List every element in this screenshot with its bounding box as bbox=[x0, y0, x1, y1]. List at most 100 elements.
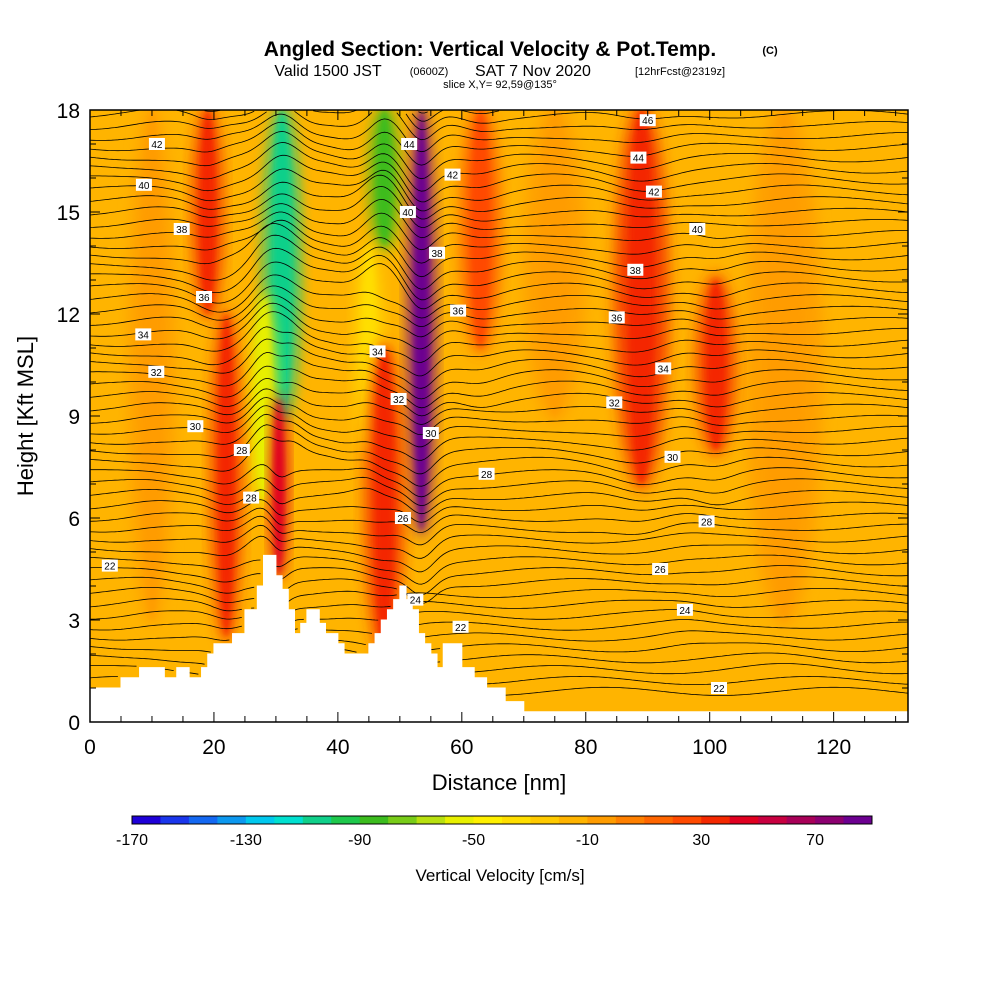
colorbar-swatch bbox=[615, 816, 645, 824]
svg-text:44: 44 bbox=[404, 140, 416, 151]
svg-text:22: 22 bbox=[104, 562, 116, 573]
colorbar-swatch bbox=[132, 816, 161, 824]
isentrope-labels: 46 44 44 42 42 42 40 40 40 38 38 38 36 36 36 34 34 34 32 32… bbox=[101, 114, 727, 695]
isentrope-line bbox=[90, 247, 908, 301]
isentrope-line bbox=[90, 352, 908, 400]
colorbar-tick-label: 70 bbox=[806, 832, 824, 849]
isentrope-line bbox=[90, 507, 908, 534]
isentrope-label: 28 bbox=[698, 515, 715, 528]
svg-text:28: 28 bbox=[701, 517, 713, 528]
isentrope-line bbox=[90, 302, 908, 350]
valid-time-zulu: (0600Z) bbox=[410, 66, 449, 78]
isentrope-line bbox=[90, 274, 908, 319]
isentrope-line bbox=[90, 630, 908, 645]
isentrope-line bbox=[90, 219, 908, 264]
svg-text:24: 24 bbox=[410, 596, 422, 607]
colorbar-swatch bbox=[758, 816, 788, 824]
svg-text:44: 44 bbox=[633, 154, 645, 165]
chart-title: Angled Section: Vertical Velocity & Pot.… bbox=[264, 38, 716, 61]
isentrope-line bbox=[90, 185, 908, 228]
plot-area: 46 44 44 42 42 42 40 40 40 38 38 38 36 36 36 34 34 34 32 32… bbox=[90, 110, 908, 722]
isentrope-label: 22 bbox=[710, 682, 727, 695]
isentrope-label: 26 bbox=[394, 512, 411, 525]
svg-text:38: 38 bbox=[176, 225, 188, 236]
isentrope-label: 28 bbox=[243, 491, 260, 505]
svg-text:28: 28 bbox=[236, 446, 248, 457]
isentrope-label: 28 bbox=[233, 444, 250, 457]
isentrope-label: 26 bbox=[652, 563, 669, 576]
isentrope-label: 32 bbox=[390, 393, 407, 406]
colorbar-swatch bbox=[359, 816, 389, 824]
isentrope-lines bbox=[90, 110, 908, 696]
isentrope-line bbox=[90, 110, 908, 141]
isentrope-label: 36 bbox=[450, 304, 467, 318]
colorbar-swatch bbox=[217, 816, 247, 824]
isentrope-line bbox=[90, 524, 908, 559]
isentrope-line bbox=[90, 377, 908, 417]
isentrope-label: 24 bbox=[676, 603, 693, 617]
x-tick-label: 100 bbox=[692, 736, 727, 759]
colorbar-frame bbox=[131, 815, 873, 825]
isentrope-line bbox=[90, 642, 908, 653]
isentrope-line bbox=[90, 388, 908, 425]
isentrope-label: 36 bbox=[608, 311, 625, 324]
svg-text:38: 38 bbox=[431, 249, 443, 260]
y-tick-label: 6 bbox=[68, 508, 80, 531]
isentrope-line bbox=[90, 535, 908, 573]
isentrope-line bbox=[90, 211, 908, 251]
colorbar-swatch bbox=[672, 816, 702, 824]
isentrope-label: 28 bbox=[478, 467, 495, 481]
svg-text:42: 42 bbox=[648, 188, 660, 199]
isentrope-line bbox=[90, 587, 908, 604]
colorbar-swatch bbox=[729, 816, 759, 824]
isentrope-line bbox=[90, 576, 908, 604]
svg-text:28: 28 bbox=[481, 470, 493, 481]
isentrope-label: 30 bbox=[422, 427, 439, 440]
svg-text:28: 28 bbox=[246, 494, 258, 505]
valid-date: SAT 7 Nov 2020 bbox=[475, 63, 591, 80]
updraft-core bbox=[414, 110, 429, 532]
svg-text:32: 32 bbox=[609, 398, 621, 409]
isentrope-label: 36 bbox=[196, 291, 213, 304]
isentrope-label: 40 bbox=[135, 178, 152, 192]
svg-text:34: 34 bbox=[372, 347, 384, 358]
updraft-core bbox=[200, 110, 216, 314]
colorbar-swatch bbox=[473, 816, 503, 824]
colorbar-tick-label: 30 bbox=[692, 832, 710, 849]
y-tick-label: 18 bbox=[57, 100, 80, 123]
isentrope-line bbox=[90, 499, 908, 523]
isentrope-line bbox=[90, 619, 908, 634]
svg-text:36: 36 bbox=[611, 313, 623, 324]
svg-text:38: 38 bbox=[630, 266, 642, 277]
colorbar-swatch bbox=[502, 816, 531, 824]
colorbar-tick-label: -130 bbox=[230, 832, 262, 849]
isentrope-line bbox=[90, 198, 908, 239]
svg-text:30: 30 bbox=[667, 453, 679, 464]
isentrope-line bbox=[90, 464, 908, 498]
svg-text:26: 26 bbox=[655, 565, 667, 576]
isentrope-label: 24 bbox=[407, 593, 424, 607]
valid-time-prefix: Valid 1500 JST bbox=[274, 63, 382, 80]
title-block: Angled Section: Vertical Velocity & Pot.… bbox=[264, 38, 778, 91]
colorbar-swatch bbox=[388, 816, 418, 824]
isentrope-label: 42 bbox=[645, 185, 662, 199]
colorbar-title: Vertical Velocity [cm/s] bbox=[415, 866, 584, 885]
svg-text:22: 22 bbox=[455, 623, 467, 634]
isentrope-label: 42 bbox=[444, 168, 461, 182]
svg-text:32: 32 bbox=[393, 395, 405, 406]
isentrope-line bbox=[90, 675, 908, 685]
svg-text:42: 42 bbox=[447, 171, 459, 182]
colorbar-swatch bbox=[160, 816, 190, 824]
colorbar-tick-label: -50 bbox=[462, 832, 485, 849]
isentrope-label: 38 bbox=[627, 263, 644, 277]
colorbar-swatch bbox=[274, 816, 304, 824]
y-tick-label: 12 bbox=[57, 304, 80, 327]
isentrope-line bbox=[90, 554, 908, 585]
velocity-field bbox=[128, 110, 823, 660]
isentrope-label: 34 bbox=[369, 345, 386, 358]
colorbar-tick-label: -10 bbox=[576, 832, 599, 849]
x-tick-label: 80 bbox=[574, 736, 597, 759]
isentrope-line bbox=[90, 476, 908, 507]
svg-text:36: 36 bbox=[198, 293, 210, 304]
